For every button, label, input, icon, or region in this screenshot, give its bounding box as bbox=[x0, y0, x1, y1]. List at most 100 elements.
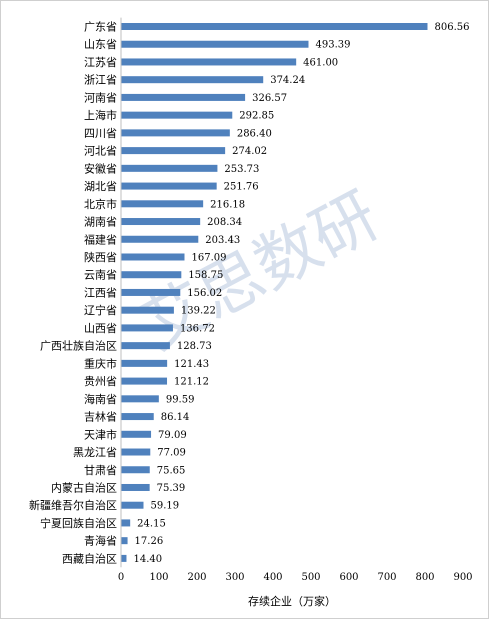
bar bbox=[121, 324, 173, 332]
value-label: 156.02 bbox=[187, 288, 222, 299]
bar bbox=[121, 93, 246, 101]
bar bbox=[121, 129, 230, 137]
bar bbox=[121, 182, 217, 190]
bar bbox=[121, 501, 144, 509]
category-label: 天津市 bbox=[84, 427, 117, 441]
value-label: 461.00 bbox=[303, 57, 338, 68]
bar bbox=[121, 164, 218, 172]
category-label: 湖南省 bbox=[84, 216, 117, 229]
category-label: 西藏自治区 bbox=[62, 551, 117, 565]
value-label: 86.14 bbox=[161, 412, 190, 423]
category-label: 河南省 bbox=[84, 91, 117, 104]
value-label: 79.09 bbox=[158, 430, 187, 441]
category-label: 贵州省 bbox=[84, 375, 117, 388]
x-tick-label: 500 bbox=[301, 572, 320, 583]
bar bbox=[121, 377, 168, 385]
value-label: 121.12 bbox=[174, 377, 209, 388]
category-label: 陕西省 bbox=[84, 250, 117, 264]
bars-layer bbox=[121, 23, 428, 562]
bar bbox=[121, 235, 199, 243]
category-label: 江苏省 bbox=[84, 56, 117, 69]
category-label: 北京市 bbox=[84, 197, 117, 211]
category-label: 上海市 bbox=[84, 108, 117, 122]
value-label: 59.19 bbox=[150, 501, 179, 512]
bar bbox=[121, 40, 309, 48]
value-label: 24.15 bbox=[137, 518, 166, 529]
category-label: 黑龙江省 bbox=[73, 446, 117, 459]
value-label: 128.73 bbox=[177, 341, 212, 352]
x-tick-label: 300 bbox=[225, 572, 244, 583]
category-label: 重庆市 bbox=[84, 356, 117, 370]
bar bbox=[121, 23, 428, 30]
value-label: 493.39 bbox=[315, 40, 350, 51]
bar bbox=[121, 448, 151, 456]
value-label: 374.24 bbox=[270, 75, 305, 86]
category-label: 安徽省 bbox=[84, 161, 117, 175]
bar bbox=[121, 554, 127, 562]
value-label: 274.02 bbox=[232, 146, 267, 157]
bar bbox=[121, 111, 233, 119]
bar bbox=[121, 342, 170, 350]
bar bbox=[121, 288, 181, 296]
bar bbox=[121, 466, 150, 474]
category-label: 甘肃省 bbox=[84, 464, 117, 477]
x-tick-label: 800 bbox=[415, 572, 434, 583]
category-label: 山东省 bbox=[84, 38, 117, 51]
category-label: 四川省 bbox=[84, 127, 117, 140]
value-label: 286.40 bbox=[237, 128, 272, 139]
x-tick-label: 200 bbox=[187, 572, 206, 583]
category-label: 河北省 bbox=[84, 145, 117, 158]
x-tick-label: 600 bbox=[339, 572, 358, 583]
bar bbox=[121, 306, 174, 314]
bar bbox=[121, 537, 128, 545]
category-label: 浙江省 bbox=[84, 74, 117, 87]
category-label: 山西省 bbox=[84, 322, 117, 335]
value-label: 99.59 bbox=[166, 394, 195, 405]
value-label: 806.56 bbox=[434, 22, 469, 33]
bar bbox=[121, 200, 204, 208]
category-label: 新疆维吾尔自治区 bbox=[29, 498, 117, 512]
value-label: 77.09 bbox=[157, 448, 186, 459]
category-label: 云南省 bbox=[84, 269, 117, 282]
value-label: 75.39 bbox=[157, 483, 186, 494]
category-label: 辽宁省 bbox=[84, 303, 117, 317]
category-label: 青海省 bbox=[84, 534, 117, 548]
category-label: 内蒙古自治区 bbox=[51, 480, 117, 494]
x-axis: 0 100 200 300 400 500 600 700 800 900 bbox=[118, 17, 473, 583]
x-tick-label: 900 bbox=[453, 572, 472, 583]
category-label: 广东省 bbox=[84, 21, 117, 34]
category-label: 福建省 bbox=[84, 232, 117, 246]
bar bbox=[121, 430, 152, 438]
category-label: 江西省 bbox=[84, 286, 117, 299]
bar bbox=[121, 483, 150, 491]
value-label: 158.75 bbox=[188, 270, 223, 281]
value-label: 208.34 bbox=[207, 217, 242, 228]
bar bbox=[121, 519, 131, 527]
bar bbox=[121, 253, 185, 261]
value-label: 121.43 bbox=[174, 359, 209, 370]
value-label: 292.85 bbox=[239, 111, 274, 122]
bar bbox=[121, 395, 159, 403]
value-label: 75.65 bbox=[157, 465, 186, 476]
category-label: 吉林省 bbox=[84, 410, 117, 424]
category-label: 海南省 bbox=[84, 392, 117, 406]
x-tick-label: 100 bbox=[149, 572, 168, 583]
value-label: 216.18 bbox=[210, 199, 245, 210]
bar bbox=[121, 58, 297, 66]
value-label: 203.43 bbox=[205, 235, 240, 246]
value-label: 17.26 bbox=[135, 536, 164, 547]
bar bbox=[121, 271, 182, 279]
x-tick-label: 400 bbox=[263, 572, 282, 583]
bar bbox=[121, 359, 168, 367]
value-label: 251.76 bbox=[224, 182, 259, 193]
bar bbox=[121, 413, 154, 421]
value-label: 326.57 bbox=[252, 93, 287, 104]
value-labels: 806.56 493.39 461.00 374.24 326.57 292.85 286.… bbox=[133, 22, 469, 565]
x-tick-label: 0 bbox=[118, 572, 124, 583]
bar bbox=[121, 76, 264, 84]
category-label: 宁夏回族自治区 bbox=[40, 516, 117, 530]
value-label: 253.73 bbox=[224, 164, 259, 175]
value-label: 136.72 bbox=[180, 323, 215, 334]
